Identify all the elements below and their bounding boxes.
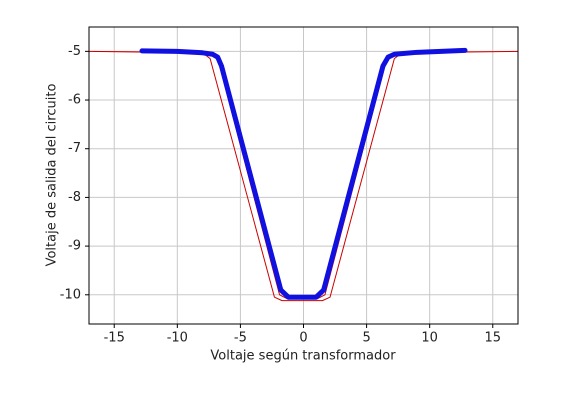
x-tick-label: -5 xyxy=(234,331,247,346)
x-tick-label: 10 xyxy=(421,331,438,346)
y-tick-label: -7 xyxy=(68,141,81,156)
plot-frame xyxy=(88,26,519,325)
y-tick-label: -9 xyxy=(68,239,81,254)
y-tick-label: -5 xyxy=(68,44,81,59)
data-line xyxy=(139,47,468,300)
x-tick-label: -10 xyxy=(167,331,188,346)
y-tick-label: -6 xyxy=(68,93,81,108)
y-axis-label: Voltaje de salida del circuito xyxy=(45,84,60,267)
x-axis-label: Voltaje según transformador xyxy=(210,349,396,364)
y-tick-label: -10 xyxy=(60,287,81,302)
y-tick-label: -8 xyxy=(68,190,81,205)
x-tick-label: -15 xyxy=(104,331,125,346)
x-tick-label: 15 xyxy=(484,331,501,346)
x-tick-label: 0 xyxy=(299,331,307,346)
x-tick-label: 5 xyxy=(362,331,370,346)
